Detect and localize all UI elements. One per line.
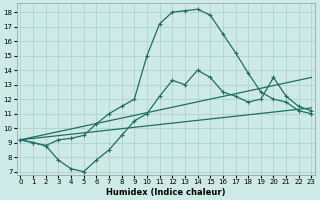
X-axis label: Humidex (Indice chaleur): Humidex (Indice chaleur) — [106, 188, 226, 197]
